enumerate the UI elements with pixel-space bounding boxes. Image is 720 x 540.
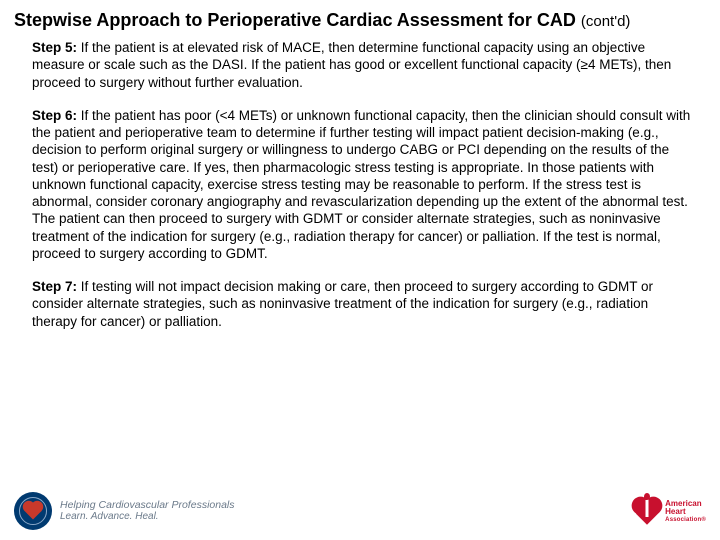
- footer-tagline-line2: Learn. Advance. Heal.: [60, 511, 235, 523]
- footer-tagline-line1: Helping Cardiovascular Professionals: [60, 499, 235, 512]
- step-5-text: If the patient is at elevated risk of MA…: [32, 40, 671, 90]
- step-6-label: Step 6:: [32, 108, 77, 123]
- footer-tagline: Helping Cardiovascular Professionals Lea…: [60, 499, 235, 524]
- title-continued: (cont'd): [581, 13, 631, 30]
- footer-right: American Heart Association®: [634, 499, 706, 523]
- slide-body: Step 5: If the patient is at elevated ri…: [14, 39, 706, 330]
- aha-line3: Association®: [665, 517, 706, 523]
- slide-title: Stepwise Approach to Perioperative Cardi…: [14, 10, 706, 31]
- aha-heart-icon: [634, 499, 660, 523]
- step-7-label: Step 7:: [32, 279, 77, 294]
- aha-text: American Heart Association®: [665, 500, 706, 523]
- aha-line2: Heart: [665, 508, 706, 516]
- step-6-text: If the patient has poor (<4 METs) or unk…: [32, 108, 690, 261]
- acc-logo-ring: [19, 497, 47, 525]
- aha-logo: American Heart Association®: [634, 499, 706, 523]
- acc-heart-icon: [25, 503, 42, 520]
- step-5: Step 5: If the patient is at elevated ri…: [32, 39, 692, 91]
- step-7: Step 7: If testing will not impact decis…: [32, 278, 692, 330]
- step-6: Step 6: If the patient has poor (<4 METs…: [32, 107, 692, 262]
- acc-logo-icon: [14, 492, 52, 530]
- footer: Helping Cardiovascular Professionals Lea…: [14, 492, 706, 530]
- step-5-label: Step 5:: [32, 40, 77, 55]
- title-main: Stepwise Approach to Perioperative Cardi…: [14, 10, 576, 30]
- slide-container: Stepwise Approach to Perioperative Cardi…: [0, 0, 720, 540]
- step-7-text: If testing will not impact decision maki…: [32, 279, 653, 329]
- footer-left: Helping Cardiovascular Professionals Lea…: [14, 492, 235, 530]
